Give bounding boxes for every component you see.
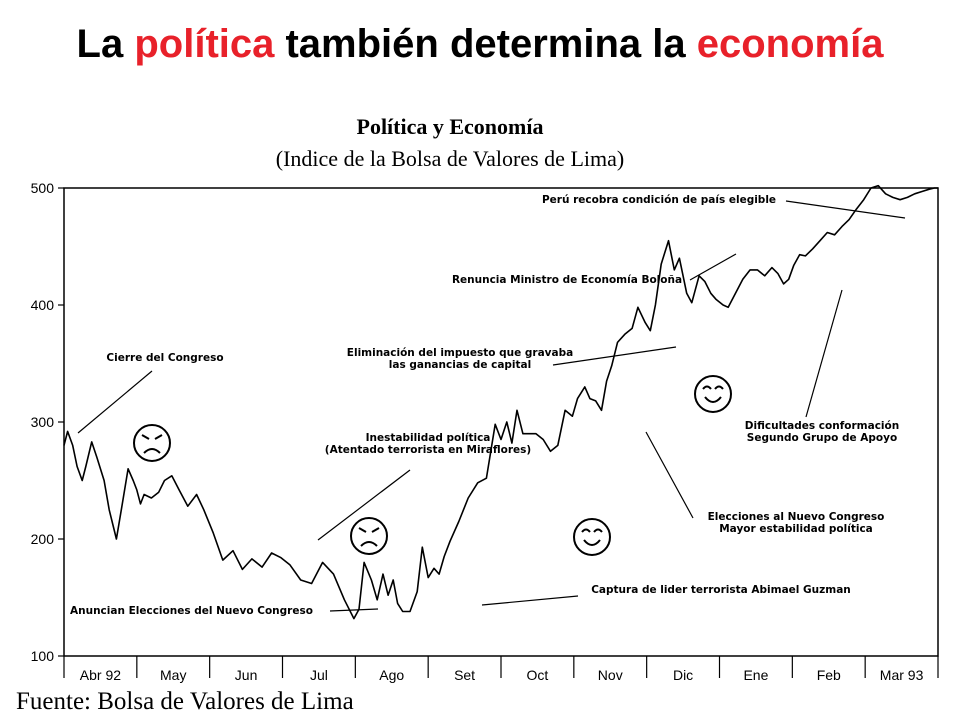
annotation-leader-line — [77, 370, 153, 434]
annotation-label: Inestabilidad política (Atentado terroris… — [325, 432, 531, 456]
source-note: Fuente: Bolsa de Valores de Lima — [16, 688, 354, 715]
x-axis: Abr 92 May Jun Jul Ago Set Oct Nov Dic Ene Feb Mar … — [63, 656, 939, 683]
title-part-1: La — [76, 22, 135, 66]
y-tick-label: 100 — [31, 648, 55, 664]
x-tick-label: Feb — [817, 667, 841, 683]
annotation-label: Eliminación del impuesto que gravaba las … — [347, 347, 573, 371]
series-line-bvl-index — [63, 184, 938, 620]
frown-face — [350, 517, 388, 555]
annotation-label: Anuncian Elecciones del Nuevo Congreso — [70, 605, 313, 617]
x-tick-label: Ago — [379, 667, 404, 683]
x-tick-label: Jul — [310, 667, 328, 683]
y-tick-label: 500 — [31, 180, 55, 196]
annotation-label: Elecciones al Nuevo Congreso Mayor estabi… — [708, 511, 885, 535]
x-tick-label: Mar 93 — [880, 667, 924, 683]
x-tick-label: Oct — [527, 667, 549, 683]
annotation-leader-line — [552, 346, 677, 366]
chart-subtitle: (Indice de la Bolsa de Valores de Lima) — [275, 146, 625, 171]
annotation-label: Cierre del Congreso — [106, 352, 223, 364]
frown-face — [133, 424, 171, 462]
smile-face — [694, 375, 732, 413]
x-tick-label: Ene — [743, 667, 768, 683]
slide-title: La política también determina la economí… — [0, 22, 960, 67]
annotations: Cierre del Congreso Anuncian Elecciones d… — [70, 194, 906, 617]
y-tick-label: 200 — [31, 531, 55, 547]
faces — [133, 375, 732, 556]
title-part-politica: política — [134, 22, 275, 66]
annotation-leader-line — [329, 608, 379, 612]
annotation-leader-line — [805, 289, 843, 418]
x-tick-label: Jun — [235, 667, 258, 683]
title-part-economia: economía — [696, 22, 884, 66]
x-tick-label: Set — [454, 667, 475, 683]
annotation-leader-line — [645, 431, 694, 519]
x-tick-label: May — [160, 667, 186, 683]
x-tick-label: Nov — [598, 667, 623, 683]
y-axis: 100 200 300 400 500 — [31, 180, 64, 664]
annotation-leader-line — [689, 253, 737, 281]
y-tick-label: 300 — [31, 414, 55, 430]
annotation-label: Renuncia Ministro de Economía Boloña — [452, 274, 682, 286]
smile-face — [573, 518, 611, 556]
annotation-label: Dificultades conformación Segundo Grupo d… — [745, 420, 899, 444]
annotation-label: Captura de lider terrorista Abimael Guzm… — [591, 584, 851, 596]
annotation-leader-line — [481, 595, 579, 606]
annotation-leader-line — [317, 469, 411, 541]
chart-title: Política y Economía — [356, 114, 544, 139]
annotation-leader-line — [785, 200, 906, 219]
y-tick-label: 400 — [31, 297, 55, 313]
title-part-3: también determina la — [274, 22, 697, 66]
annotation-label: Perú recobra condición de país elegible — [542, 194, 776, 206]
x-tick-label: Abr 92 — [80, 667, 121, 683]
x-tick-label: Dic — [673, 667, 693, 683]
